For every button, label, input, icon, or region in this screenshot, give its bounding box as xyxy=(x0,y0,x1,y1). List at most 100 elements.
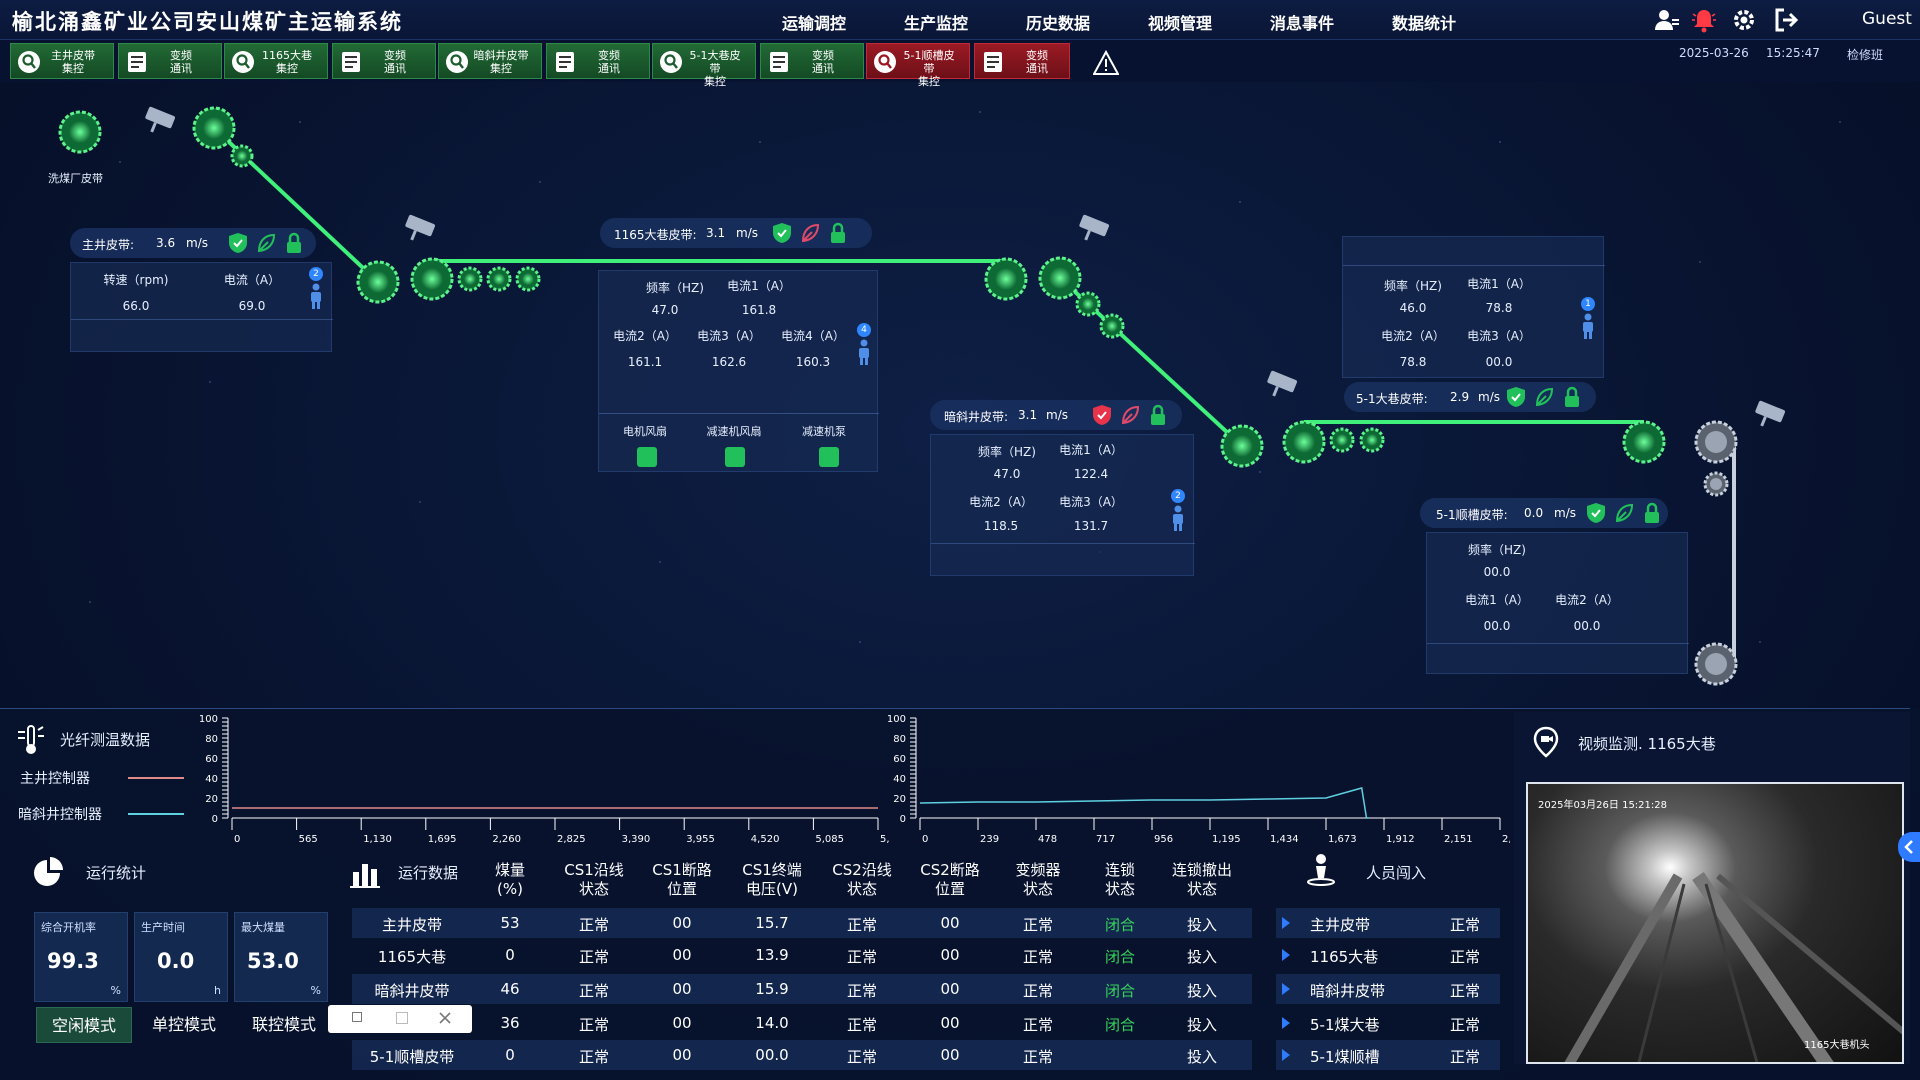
y-tick-label: 0 xyxy=(212,814,218,825)
toolbar-button-label: 暗斜井皮带 集控 xyxy=(473,49,529,75)
shield-alert-icon xyxy=(1092,404,1112,430)
video-feed[interactable]: 2025年03月26日 15:21:28 1165大巷机头 xyxy=(1526,782,1904,1064)
x-tick-label: 717 xyxy=(1096,834,1115,845)
y-tick-label: 0 xyxy=(900,814,906,825)
table-header: 连锁撤出 状态 xyxy=(1171,861,1232,898)
restore-icon[interactable] xyxy=(352,1012,362,1022)
table-header: CS1沿线 状态 xyxy=(564,861,624,898)
conveyor-diagram xyxy=(58,106,1841,686)
belt-speed-unit: m/s xyxy=(736,226,758,240)
table-cell: 闭合 xyxy=(1104,916,1135,934)
alarm-bell-icon[interactable] xyxy=(1690,6,1718,34)
toolbar-button-label: 变频 通讯 xyxy=(384,49,406,75)
pulley-hub-5 xyxy=(463,272,477,286)
personnel-row[interactable]: 1165大巷 正常 xyxy=(1276,940,1500,970)
stat-label: 综合开机率 xyxy=(41,921,96,934)
table-header: CS2沿线 状态 xyxy=(832,861,892,898)
table-cell: 闭合 xyxy=(1104,948,1135,966)
x-tick-label: 3,390 xyxy=(622,834,651,845)
main-belt-header: 主井皮带: 3.6 m/s xyxy=(70,228,316,258)
pulley-hub-14 xyxy=(1335,433,1349,447)
table-cell: 正常 xyxy=(1022,1048,1053,1066)
belt-speed: 3.1 xyxy=(1018,408,1038,422)
personnel-row[interactable]: 5-1煤顺槽 正常 xyxy=(1276,1040,1500,1070)
person-icon xyxy=(859,339,869,365)
lock-icon xyxy=(1562,386,1582,412)
table-cell: 正常 xyxy=(846,916,877,934)
stat-unit: % xyxy=(110,984,121,997)
toolbar-button-0[interactable]: 主井皮带 集控 xyxy=(10,43,114,79)
single-control-mode-button[interactable]: 单控模式 xyxy=(151,1015,216,1034)
warning-icon[interactable] xyxy=(1093,50,1119,76)
param-label: 电流1（A） xyxy=(727,279,791,293)
table-cell: 15.7 xyxy=(755,914,789,932)
nav-video-manage[interactable]: 视频管理 xyxy=(1148,14,1213,33)
close-icon[interactable] xyxy=(438,1011,452,1025)
personnel-area-name: 5-1煤大巷 xyxy=(1310,1016,1380,1034)
toolbar-button-4[interactable]: 暗斜井皮带 集控 xyxy=(438,43,542,79)
mini-window-popup[interactable] xyxy=(328,1005,472,1033)
toolbar-button-5[interactable]: 变频 通讯 xyxy=(546,43,650,79)
pulley-hub-18 xyxy=(1709,477,1723,491)
x-tick-label: 1,695 xyxy=(428,834,457,845)
param-value: 78.8 xyxy=(1399,355,1427,369)
current-shift: 检修班 xyxy=(1847,48,1884,62)
table-row[interactable]: 5-1顺槽皮带 0 正常 00 00.0 正常 00 正常 投入 xyxy=(352,1040,1252,1070)
table-cell: 投入 xyxy=(1186,916,1217,934)
nav-data-stats[interactable]: 数据统计 xyxy=(1392,14,1457,33)
maximize-icon[interactable] xyxy=(396,1012,408,1024)
y-tick-label: 60 xyxy=(205,754,218,765)
pulley-hub-1 xyxy=(203,117,225,139)
param-label: 电流1（A） xyxy=(1465,593,1529,607)
nav-production-monitor[interactable]: 生产监控 xyxy=(904,10,968,42)
server-icon xyxy=(556,52,574,72)
param-value: 00.0 xyxy=(1483,565,1511,579)
b51-belt-header: 5-1大巷皮带: 2.9 m/s xyxy=(1344,382,1596,412)
linked-control-mode-button[interactable]: 联控模式 xyxy=(251,1015,316,1034)
nav-message-events[interactable]: 消息事件 xyxy=(1270,14,1335,33)
idle-mode-button[interactable]: 空闲模式 xyxy=(36,1007,132,1043)
table-row[interactable]: 1165大巷 0 正常 00 13.9 正常 00 正常 闭合 投入 xyxy=(352,940,1252,970)
pulley-hub-15 xyxy=(1365,433,1379,447)
table-row[interactable]: 主井皮带 53 正常 00 15.7 正常 00 正常 闭合 投入 xyxy=(352,908,1252,938)
toolbar-button-8[interactable]: 5-1顺槽皮带 集控 xyxy=(866,43,970,88)
nav-transport-control[interactable]: 运输调控 xyxy=(782,14,847,33)
x-tick-label: 1,912 xyxy=(1386,834,1415,845)
y-tick-label: 100 xyxy=(887,714,906,725)
personnel-row[interactable]: 5-1煤大巷 正常 xyxy=(1276,1008,1500,1038)
toolbar-button-1[interactable]: 变频 通讯 xyxy=(118,43,222,79)
table-cell: 正常 xyxy=(846,1048,877,1066)
param-value: 122.4 xyxy=(1073,467,1109,481)
belt-name: 1165大巷皮带: xyxy=(614,228,697,242)
personnel-status: 正常 xyxy=(1450,916,1481,934)
y-tick-label: 20 xyxy=(205,794,218,805)
fan-label: 减速机风扇 xyxy=(706,425,762,438)
side-collapse-button[interactable] xyxy=(1898,832,1920,862)
table-row[interactable]: 36 正常 00 14.0 正常 00 正常 闭合 投入 xyxy=(352,1008,1252,1038)
user-icon[interactable] xyxy=(1652,6,1680,34)
toolbar-button-9[interactable]: 变频 通讯 xyxy=(974,43,1070,79)
nav-history-data[interactable]: 历史数据 xyxy=(1026,14,1091,33)
personnel-row[interactable]: 主井皮带 正常 xyxy=(1276,908,1500,938)
toolbar-button-6[interactable]: 5-1大巷皮带 集控 xyxy=(652,43,756,88)
wash-plant-label: 洗煤厂皮带 xyxy=(48,172,103,185)
personnel-row[interactable]: 暗斜井皮带 正常 xyxy=(1276,974,1500,1004)
toolbar-button-7[interactable]: 变频 通讯 xyxy=(760,43,864,79)
pie-chart-icon xyxy=(34,857,63,886)
logout-icon[interactable] xyxy=(1772,6,1800,34)
table-row[interactable]: 暗斜井皮带 46 正常 00 15.9 正常 00 正常 闭合 投入 xyxy=(352,974,1252,1004)
incline-belt-panel: 频率（HZ) 电流1（A） 47.0 122.4 电流2（A） 电流3（A） 1… xyxy=(930,434,1195,576)
toolbar-button-2[interactable]: 1165大巷 集控 xyxy=(224,43,328,79)
arrow-right-icon xyxy=(1282,949,1290,961)
table-cell: 正常 xyxy=(1022,948,1053,966)
fan-label: 减速机泵 xyxy=(802,425,846,438)
shield-check-icon xyxy=(772,222,792,248)
app-title: 榆北涌鑫矿业公司安山煤矿主运输系统 xyxy=(12,10,403,34)
b1165-belt-panel: 频率（HZ) 电流1（A） 47.0 161.8 电流2（A） 电流3（A） 电… xyxy=(598,270,879,472)
toolbar-button-3[interactable]: 变频 通讯 xyxy=(332,43,436,79)
param-label: 电流2（A） xyxy=(613,329,677,343)
pulley-hub-4 xyxy=(421,268,443,290)
b51-belt-panel: 频率（HZ) 电流1（A） 46.0 78.8 电流2（A） 电流3（A） 78… xyxy=(1342,236,1605,378)
y-tick-label: 80 xyxy=(893,734,906,745)
gear-icon[interactable] xyxy=(1730,6,1758,34)
